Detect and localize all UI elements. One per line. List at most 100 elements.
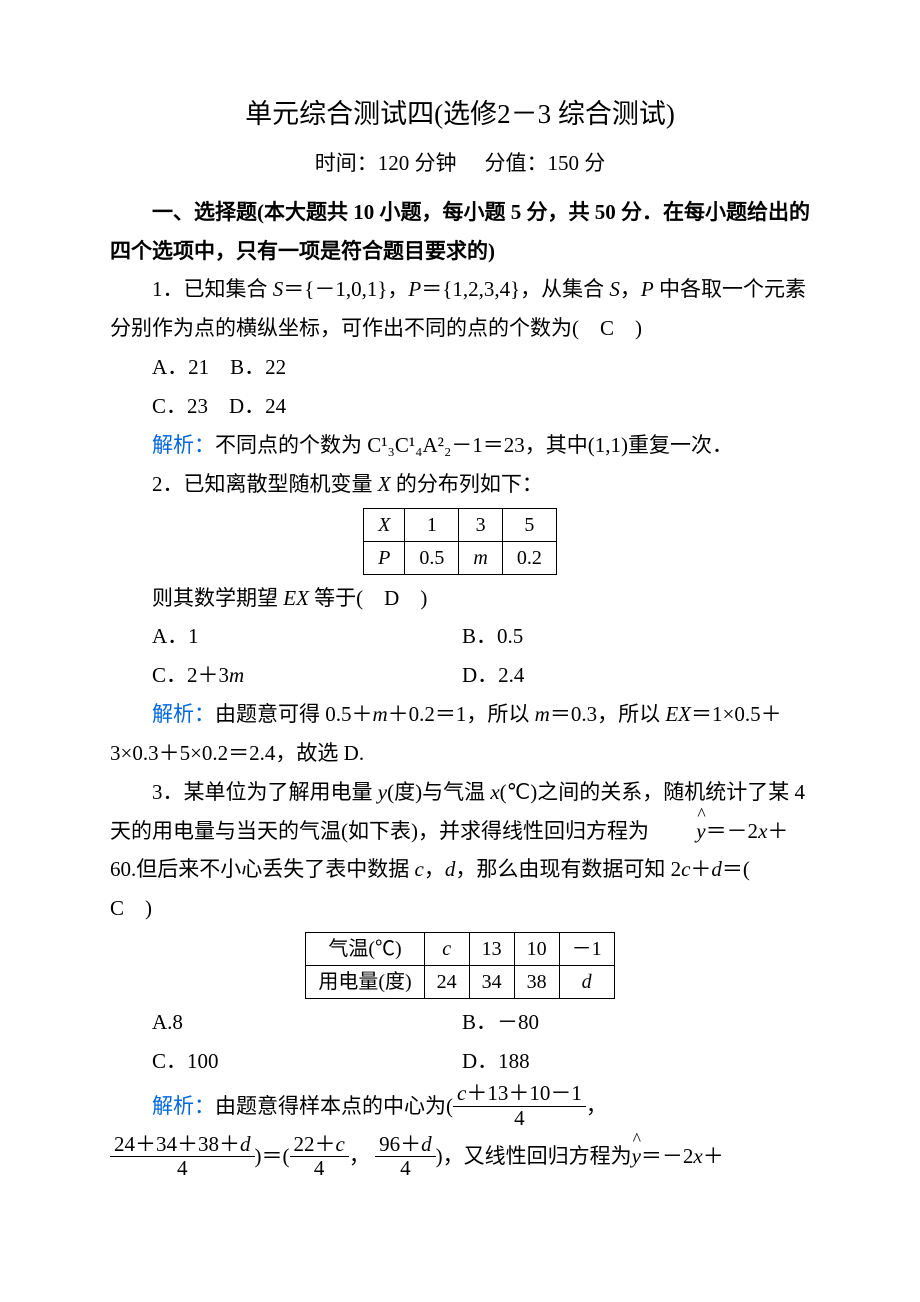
den: 4 (453, 1107, 586, 1130)
q1-text: ＝{－1,0,1}， (283, 277, 408, 301)
q2-options-row1: A．1 B．0.5 (110, 617, 810, 656)
q1-options-row2: C．23 D．24 (110, 387, 810, 426)
table-row: X 1 3 5 (364, 508, 557, 541)
fraction: 96＋d4 (375, 1133, 436, 1180)
text: ＝－2 (706, 819, 759, 843)
cell: 5 (502, 508, 556, 541)
text: m (229, 663, 244, 687)
text: ， (424, 857, 445, 881)
cell: 13 (469, 933, 514, 966)
q3-optA: A.8 (152, 1003, 462, 1042)
den: 4 (290, 1157, 349, 1180)
q1-analysis: 解析：不同点的个数为 C¹₃C¹₄A²₂－1＝23，其中(1,1)重复一次． (110, 426, 810, 465)
cell: d (559, 966, 614, 999)
var-S: S (273, 277, 284, 301)
cell: 1 (405, 508, 459, 541)
page-subtitle: 时间：120 分钟 分值：150 分 (110, 144, 810, 183)
var-x: x (758, 819, 767, 843)
q2-optC: C．2＋3m (152, 656, 462, 695)
q1-text: ＝{1,2,3,4}，从集合 (421, 277, 609, 301)
score-label: 分值：150 分 (485, 151, 606, 175)
fraction: 24＋34＋38＋d4 (110, 1133, 255, 1180)
var-y: y (378, 780, 387, 804)
text: ＋ (690, 857, 711, 881)
var-x: x (490, 780, 499, 804)
var-m: m (535, 702, 550, 726)
page-title: 单元综合测试四(选修2－3 综合测试) (110, 90, 810, 140)
table-row: 用电量(度) 24 34 38 d (306, 966, 614, 999)
text: ＋0.2＝1，所以 (388, 702, 535, 726)
cell: 气温(℃) (306, 933, 424, 966)
q2-optA: A．1 (152, 617, 462, 656)
q1-analysis-text: 不同点的个数为 C¹₃C¹₄A²₂－1＝23，其中(1,1)重复一次． (215, 433, 733, 457)
text: (度)与气温 (387, 780, 490, 804)
text: ＋ (703, 1131, 724, 1181)
den: 4 (110, 1157, 255, 1180)
cell: 10 (514, 933, 559, 966)
q1-optC: C．23 (152, 394, 208, 418)
q1-optB: B．22 (230, 355, 286, 379)
q3-analysis-line1: 解析：由题意得样本点的中心为(cc＋13＋10－1＋13＋10－14， (110, 1081, 810, 1131)
cell: 3 (459, 508, 502, 541)
q3-table: 气温(℃) c 13 10 －1 用电量(度) 24 34 38 d (305, 932, 614, 999)
text: ， (349, 1131, 370, 1181)
q2-text: 则其数学期望 (152, 586, 283, 610)
var-x: x (693, 1131, 702, 1181)
q1-optA: A．21 (152, 355, 209, 379)
cell: 34 (469, 966, 514, 999)
q3-optD: D．188 (462, 1042, 810, 1081)
fraction: cc＋13＋10－1＋13＋10－14 (453, 1082, 586, 1129)
q1-stem: 1．已知集合 S＝{－1,0,1}，P＝{1,2,3,4}，从集合 S，P 中各… (110, 270, 810, 348)
q1-options-row1: A．21 B．22 (110, 348, 810, 387)
var-P: P (641, 277, 654, 301)
cell: m (459, 541, 502, 574)
q2-text: 等于( D ) (309, 586, 427, 610)
table-row: 气温(℃) c 13 10 －1 (306, 933, 614, 966)
cell: 38 (514, 966, 559, 999)
q2-stem: 2．已知离散型随机变量 X 的分布列如下： (110, 465, 810, 504)
cell: 0.2 (502, 541, 556, 574)
var-yhat: y (654, 812, 705, 851)
var-S: S (609, 277, 620, 301)
cell: 用电量(度) (306, 966, 424, 999)
section-1-heading: 一、选择题(本大题共 10 小题，每小题 5 分，共 50 分．在每小题给出的四… (110, 193, 810, 271)
q3-optB: B．－80 (462, 1003, 810, 1042)
var-X: X (378, 472, 391, 496)
cell: 24 (424, 966, 469, 999)
analysis-label: 解析： (152, 702, 215, 726)
text: )，又线性回归方程为 (436, 1131, 632, 1181)
q2-stem2: 则其数学期望 EX 等于( D ) (110, 579, 810, 618)
text: ＝0.3，所以 (550, 702, 666, 726)
var-c: c (681, 857, 690, 881)
q1-text: 1．已知集合 (152, 277, 273, 301)
cell: 0.5 (405, 541, 459, 574)
den: 4 (375, 1157, 436, 1180)
analysis-label: 解析： (152, 1081, 215, 1131)
cell: X (364, 508, 405, 541)
q3-optC: C．100 (152, 1042, 462, 1081)
q3-stem: 3．某单位为了解用电量 y(度)与气温 x(℃)之间的关系，随机统计了某 4 天… (110, 773, 810, 928)
text: )＝( (255, 1131, 290, 1181)
time-label: 时间：120 分钟 (315, 151, 457, 175)
text: C．2＋3 (152, 663, 229, 687)
var-yhat: y (632, 1131, 641, 1181)
fraction: 22＋c4 (290, 1133, 349, 1180)
q2-optD: D．2.4 (462, 656, 810, 695)
q3-options-row2: C．100 D．188 (110, 1042, 810, 1081)
var-d: d (445, 857, 456, 881)
text: ，那么由现有数据可知 2 (455, 857, 681, 881)
q3-analysis-line2: 24＋34＋38＋d4)＝(22＋c4， 96＋d4)，又线性回归方程为 y＝－… (110, 1131, 810, 1181)
page: 单元综合测试四(选修2－3 综合测试) 时间：120 分钟 分值：150 分 一、… (0, 0, 920, 1302)
q2-analysis: 解析：由题意可得 0.5＋m＋0.2＝1，所以 m＝0.3，所以 EX＝1×0.… (110, 695, 810, 773)
var-EX: EX (665, 702, 691, 726)
text: 3．某单位为了解用电量 (152, 780, 378, 804)
q1-text: ， (620, 277, 641, 301)
q2-options-row2: C．2＋3m D．2.4 (110, 656, 810, 695)
cell: c (424, 933, 469, 966)
q3-options-row1: A.8 B．－80 (110, 1003, 810, 1042)
q2-text: 的分布列如下： (391, 472, 543, 496)
cell: －1 (559, 933, 614, 966)
text: ， (586, 1081, 607, 1131)
var-d: d (711, 857, 722, 881)
var-m: m (373, 702, 388, 726)
